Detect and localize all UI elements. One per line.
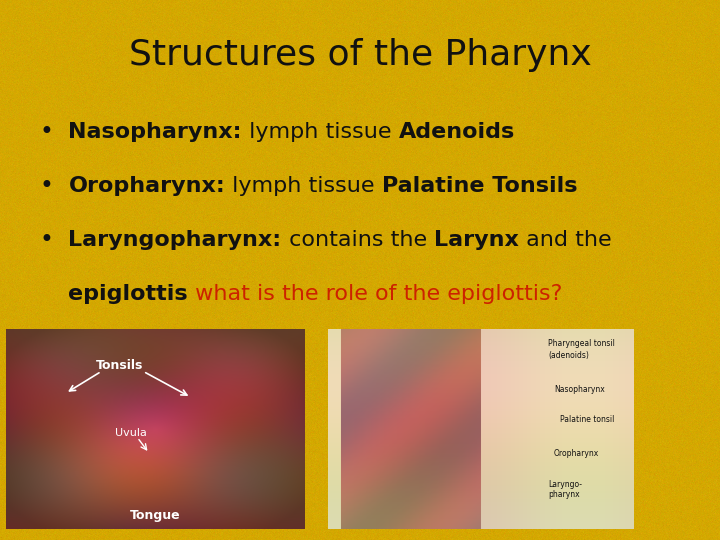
Text: Structures of the Pharynx: Structures of the Pharynx [129,38,591,72]
Text: Tonsils: Tonsils [96,359,143,372]
Text: Laryngopharynx:: Laryngopharynx: [68,230,282,251]
Text: Adenoids: Adenoids [399,122,515,143]
Text: Palatine tonsil: Palatine tonsil [560,415,615,424]
Text: Palatine Tonsils: Palatine Tonsils [382,176,577,197]
Text: Nasopharynx:: Nasopharynx: [68,122,242,143]
Text: lymph tissue: lymph tissue [225,176,382,197]
Text: Pharyngeal tonsil: Pharyngeal tonsil [548,339,615,348]
Text: Larynx: Larynx [433,230,518,251]
Text: Laryngo-
pharynx: Laryngo- pharynx [548,480,582,499]
Text: contains the: contains the [282,230,433,251]
Text: Oropharynx: Oropharynx [554,449,599,458]
Text: what is the role of the epiglottis?: what is the role of the epiglottis? [188,284,562,305]
Text: Nasopharynx: Nasopharynx [554,385,605,394]
Text: (adenoids): (adenoids) [548,351,589,360]
Text: •: • [40,174,53,198]
Text: Oropharynx:: Oropharynx: [68,176,225,197]
Text: Uvula: Uvula [115,428,147,438]
Text: lymph tissue: lymph tissue [242,122,399,143]
Text: Tongue: Tongue [130,509,181,522]
Text: •: • [40,228,53,252]
Text: epiglottis: epiglottis [68,284,188,305]
Text: •: • [40,120,53,144]
Text: and the: and the [518,230,611,251]
